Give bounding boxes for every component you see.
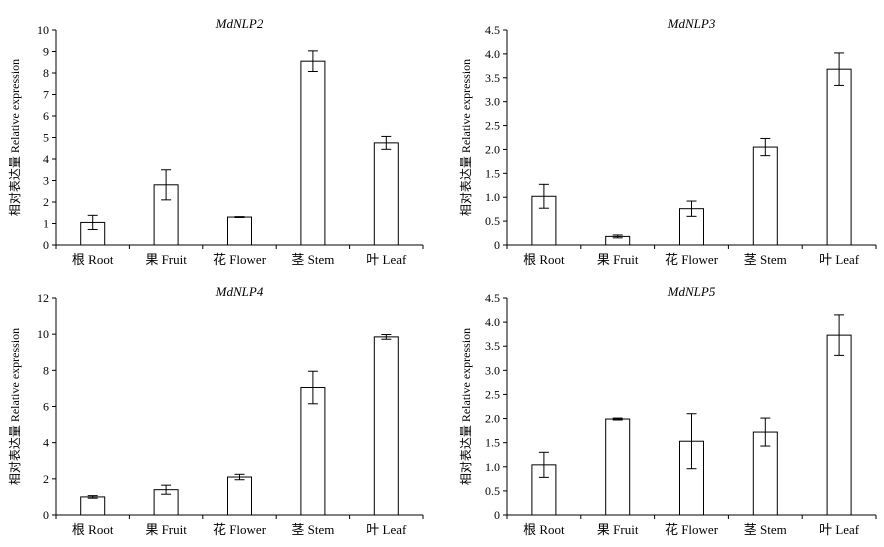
bar-叶 Leaf <box>373 142 399 246</box>
y-tick-label: 2.5 <box>485 119 500 133</box>
y-tick-label: 0 <box>43 238 49 252</box>
bar-叶 Leaf <box>373 336 399 516</box>
y-axis-label: 相对表达量 Relative expression <box>459 328 473 485</box>
bar-根 Root <box>80 496 106 516</box>
y-tick-label: 5 <box>43 131 49 145</box>
bar-果 Fruit <box>605 418 631 516</box>
x-tick-label: 茎 Stem <box>744 522 787 537</box>
y-axis-label: 相对表达量 Relative expression <box>459 59 473 216</box>
y-axis-label: 相对表达量 Relative expression <box>8 328 22 485</box>
bar-叶 Leaf <box>826 68 852 246</box>
y-tick-label: 0.5 <box>485 214 500 228</box>
x-tick-label: 果 Fruit <box>597 252 639 267</box>
chart-panel-MdNLP4: MdNLP4 相对表达量 Relative expression 0 2 4 6 8 10 12… <box>8 284 424 537</box>
x-tick-label: 花 Flower <box>213 522 267 537</box>
x-tick-label: 根 Root <box>72 252 114 267</box>
y-tick-label: 4.5 <box>485 23 500 37</box>
x-tick-label: 果 Fruit <box>145 252 187 267</box>
x-tick-label: 叶 Leaf <box>819 252 860 267</box>
y-tick-label: 4.0 <box>485 315 500 329</box>
y-tick-label: 1.0 <box>485 190 500 204</box>
y-tick-label: 0 <box>494 508 500 522</box>
y-axis-label: 相对表达量 Relative expression <box>8 59 22 216</box>
chart-title: MdNLP5 <box>667 284 716 299</box>
x-tick-label: 叶 Leaf <box>366 252 407 267</box>
y-tick-label: 12 <box>37 291 49 305</box>
y-tick-label: 8 <box>43 363 49 377</box>
x-tick-label: 叶 Leaf <box>819 522 860 537</box>
chart-title: MdNLP3 <box>667 16 716 31</box>
y-tick-label: 4.0 <box>485 47 500 61</box>
bar-茎 Stem <box>300 60 326 246</box>
chart-panel-MdNLP5: MdNLP5 相对表达量 Relative expression 0 0.5 1.0 1.… <box>459 284 877 537</box>
y-tick-label: 1.5 <box>485 436 500 450</box>
chart-title: MdNLP2 <box>215 16 264 31</box>
chart-title: MdNLP4 <box>215 284 264 299</box>
x-tick-label: 花 Flower <box>665 522 719 537</box>
y-tick-label: 3.0 <box>485 95 500 109</box>
x-tick-label: 叶 Leaf <box>366 522 407 537</box>
y-tick-label: 3.5 <box>485 71 500 85</box>
y-tick-label: 1.0 <box>485 460 500 474</box>
y-tick-label: 6 <box>43 109 49 123</box>
x-tick-label: 根 Root <box>523 522 565 537</box>
x-tick-label: 果 Fruit <box>145 522 187 537</box>
bar-茎 Stem <box>300 387 326 516</box>
y-tick-label: 10 <box>37 23 49 37</box>
y-tick-label: 8 <box>43 66 49 80</box>
x-tick-label: 茎 Stem <box>744 252 787 267</box>
y-tick-label: 3.0 <box>485 363 500 377</box>
y-tick-label: 2 <box>43 195 49 209</box>
chart-panel-MdNLP3: MdNLP3 相对表达量 Relative expression 0 0.5 1.0 1.… <box>459 16 877 267</box>
y-tick-label: 0 <box>43 508 49 522</box>
y-tick-label: 1 <box>43 217 49 231</box>
y-tick-label: 3.5 <box>485 339 500 353</box>
y-tick-label: 3 <box>43 174 49 188</box>
bar-花 Flower <box>227 476 252 516</box>
y-tick-label: 1.5 <box>485 166 500 180</box>
y-tick-label: 4 <box>43 152 49 166</box>
bar-叶 Leaf <box>826 334 852 516</box>
y-tick-label: 4 <box>43 436 49 450</box>
y-tick-label: 10 <box>37 327 49 341</box>
y-tick-label: 0 <box>494 238 500 252</box>
x-tick-label: 果 Fruit <box>597 522 639 537</box>
x-tick-label: 茎 Stem <box>291 522 334 537</box>
x-tick-label: 根 Root <box>72 522 114 537</box>
y-tick-label: 4.5 <box>485 291 500 305</box>
chart-panel-MdNLP2: MdNLP2 相对表达量 Relative expression 0 1 2 3 4 5 6 7 8… <box>8 16 424 267</box>
x-tick-label: 茎 Stem <box>291 252 334 267</box>
y-tick-label: 7 <box>43 88 49 102</box>
y-tick-label: 9 <box>43 45 49 59</box>
bar-花 Flower <box>227 216 252 246</box>
y-tick-label: 2.0 <box>485 142 500 156</box>
y-tick-label: 2.0 <box>485 412 500 426</box>
y-tick-label: 2 <box>43 472 49 486</box>
y-tick-label: 6 <box>43 400 49 414</box>
x-tick-label: 花 Flower <box>665 252 719 267</box>
x-tick-label: 花 Flower <box>213 252 267 267</box>
y-tick-label: 2.5 <box>485 387 500 401</box>
y-tick-label: 0.5 <box>485 484 500 498</box>
bar-茎 Stem <box>752 146 778 246</box>
x-tick-label: 根 Root <box>523 252 565 267</box>
